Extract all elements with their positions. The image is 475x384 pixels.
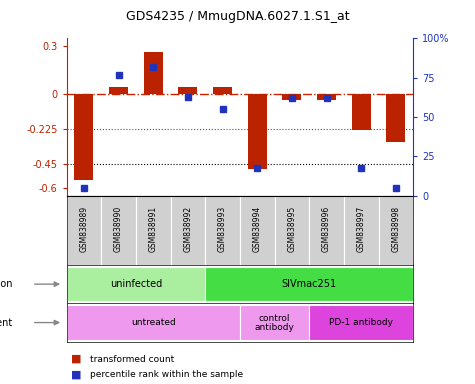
Bar <box>309 196 344 265</box>
Bar <box>240 196 275 265</box>
Bar <box>247 93 267 169</box>
Text: GSM838989: GSM838989 <box>79 206 88 252</box>
Text: SIVmac251: SIVmac251 <box>282 279 337 289</box>
Bar <box>66 305 240 340</box>
Text: GSM838995: GSM838995 <box>287 206 296 252</box>
Bar <box>74 93 94 180</box>
Text: infection: infection <box>0 279 13 289</box>
Text: GSM838997: GSM838997 <box>357 206 366 252</box>
Text: ■: ■ <box>71 369 82 379</box>
Text: GSM838991: GSM838991 <box>149 206 158 252</box>
Text: GSM838996: GSM838996 <box>322 206 331 252</box>
Text: GSM838993: GSM838993 <box>218 206 227 252</box>
Bar <box>352 93 371 130</box>
Text: transformed count: transformed count <box>90 354 174 364</box>
Bar <box>205 267 413 301</box>
Text: control
antibody: control antibody <box>255 314 294 331</box>
Text: GDS4235 / MmugDNA.6027.1.S1_at: GDS4235 / MmugDNA.6027.1.S1_at <box>126 10 349 23</box>
Bar <box>309 305 413 340</box>
Bar <box>136 196 171 265</box>
Bar <box>386 93 406 142</box>
Bar <box>143 52 163 93</box>
Text: ■: ■ <box>71 354 82 364</box>
Bar <box>205 196 240 265</box>
Text: uninfected: uninfected <box>110 279 162 289</box>
Bar <box>66 267 205 301</box>
Bar <box>379 196 413 265</box>
Text: PD-1 antibody: PD-1 antibody <box>329 318 393 327</box>
Bar <box>66 196 101 265</box>
Bar <box>213 87 232 93</box>
Bar <box>240 305 309 340</box>
Text: untreated: untreated <box>131 318 176 327</box>
Bar <box>171 196 205 265</box>
Text: percentile rank within the sample: percentile rank within the sample <box>90 370 243 379</box>
Text: GSM838998: GSM838998 <box>391 206 400 252</box>
Bar <box>275 196 309 265</box>
Bar <box>109 87 128 93</box>
Bar <box>317 93 336 100</box>
Text: GSM838994: GSM838994 <box>253 206 262 252</box>
Bar <box>178 87 198 93</box>
Bar <box>101 196 136 265</box>
Text: agent: agent <box>0 318 13 328</box>
Text: GSM838992: GSM838992 <box>183 206 192 252</box>
Bar <box>282 93 302 100</box>
Bar <box>344 196 379 265</box>
Text: GSM838990: GSM838990 <box>114 206 123 252</box>
